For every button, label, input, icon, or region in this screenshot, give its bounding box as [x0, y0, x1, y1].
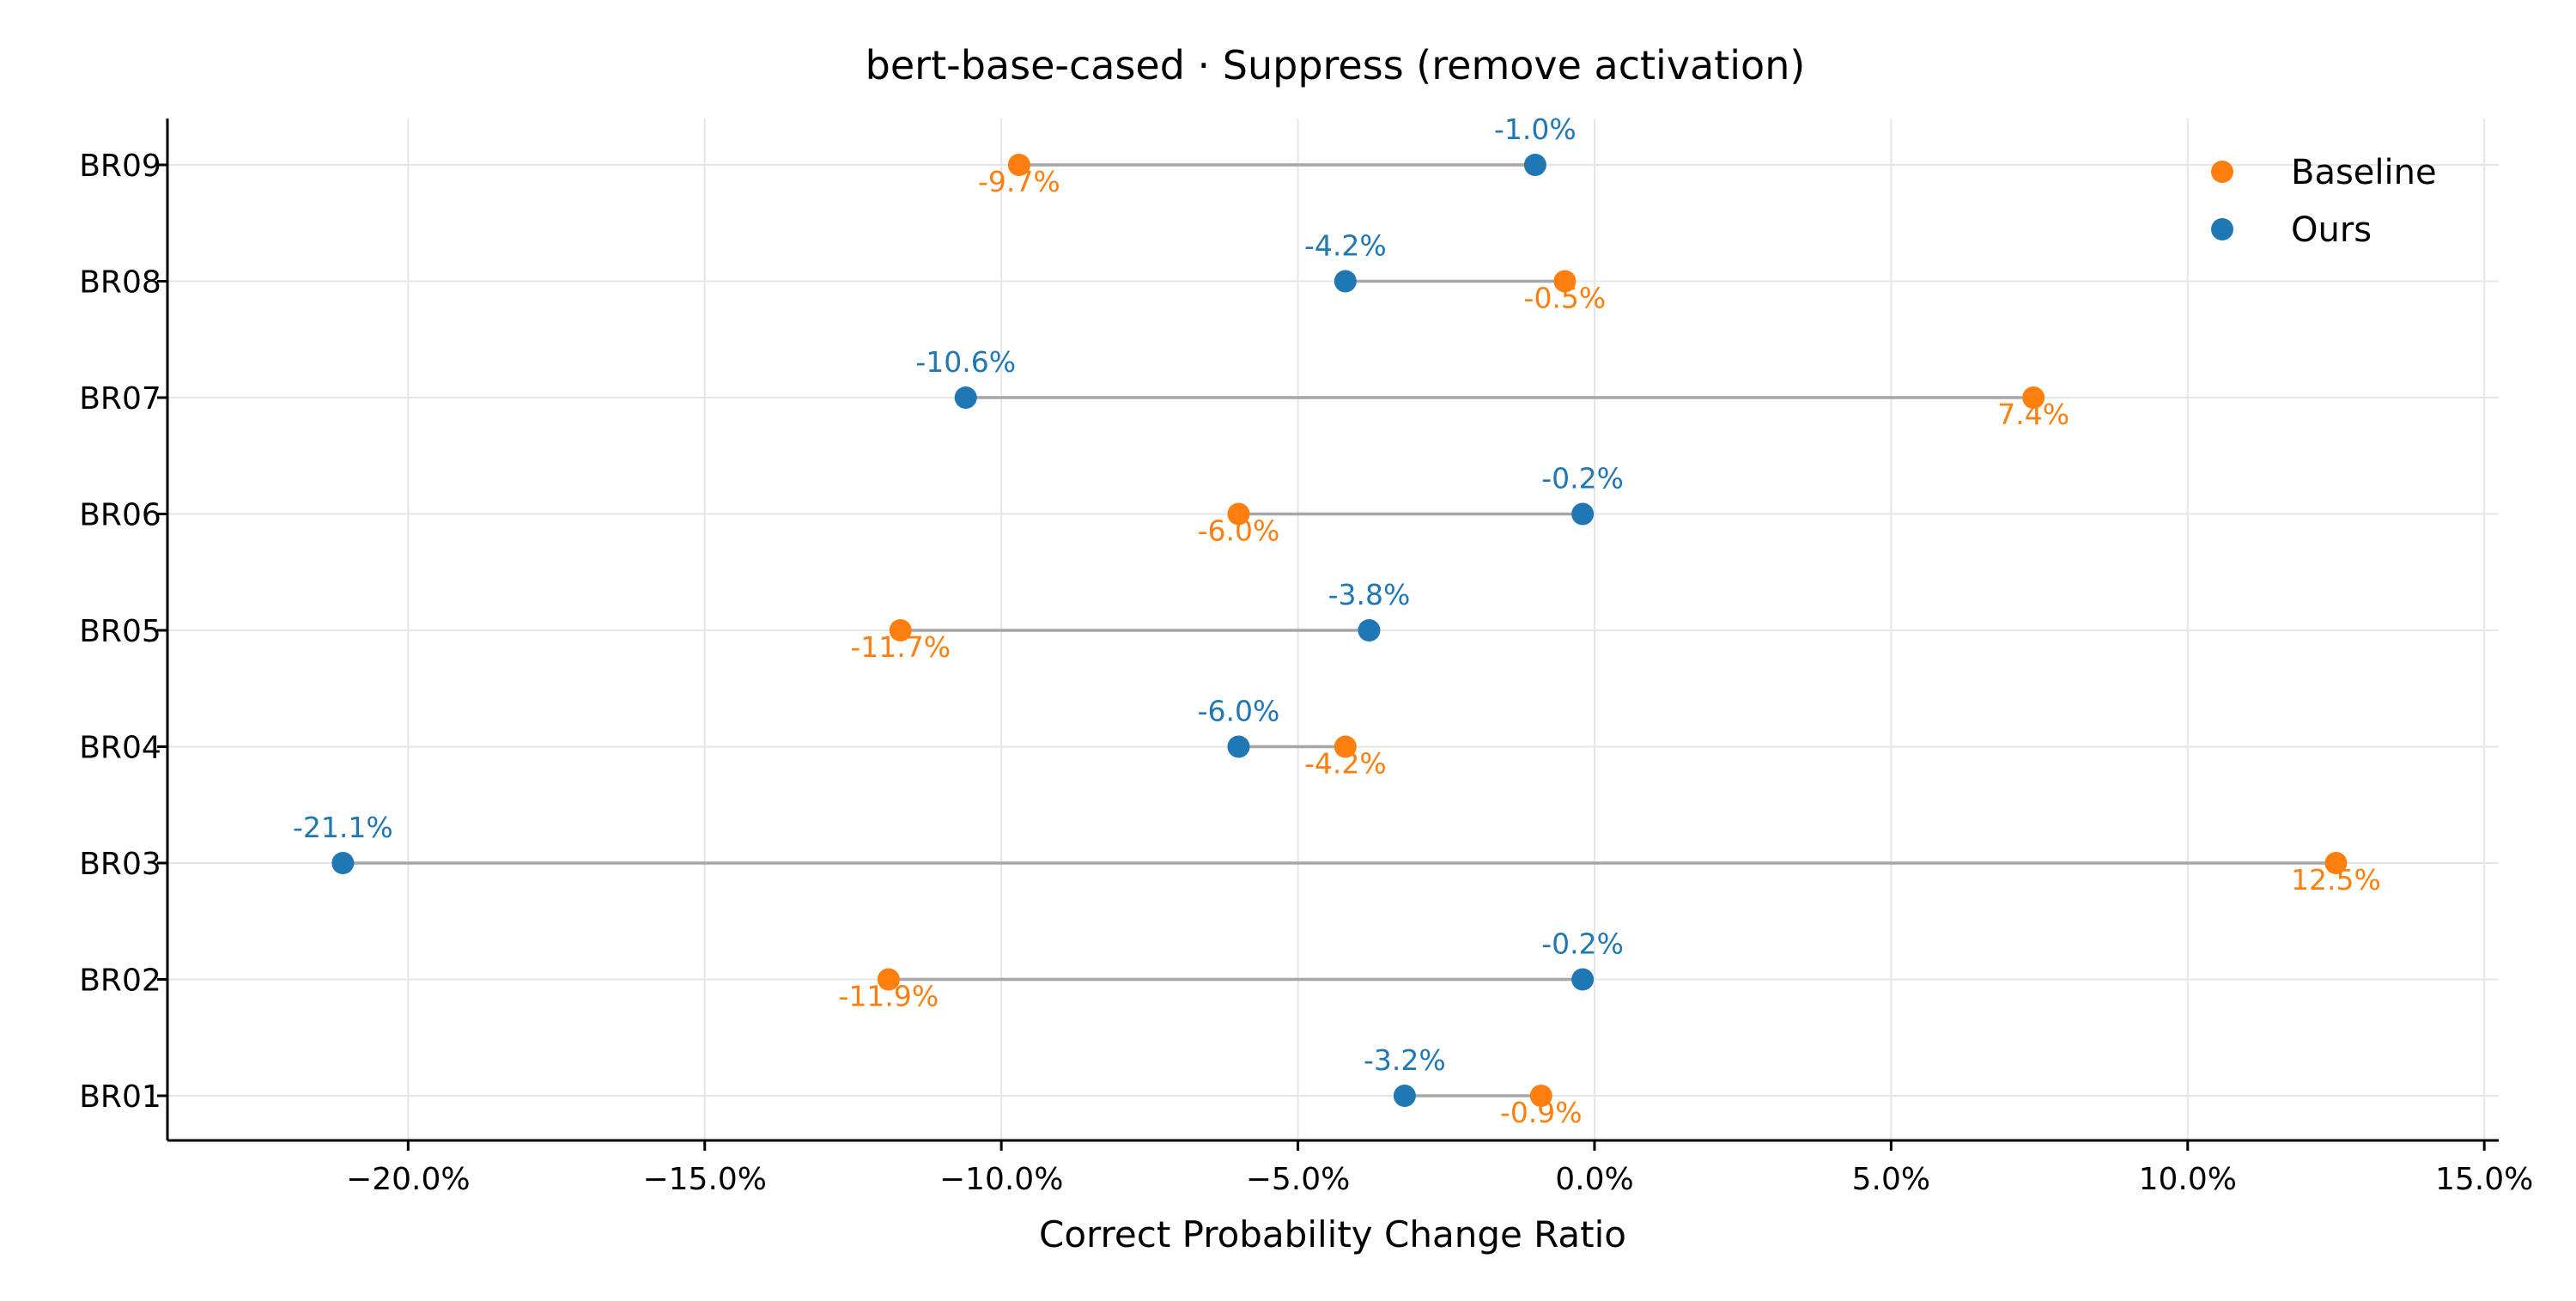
- y-tick-label: BR01: [79, 1079, 161, 1115]
- x-tick-label: −20.0%: [346, 1162, 471, 1197]
- baseline-data-label: 7.4%: [1997, 398, 2069, 431]
- y-ticks: BR09 BR08 BR07 BR06 BR05 BR04 BR03 BR02 BR01: [79, 149, 167, 1115]
- ours-point: [1571, 502, 1595, 526]
- baseline-data-label: -6.0%: [1198, 514, 1280, 548]
- x-tick-label: −5.0%: [1246, 1162, 1351, 1197]
- ours-point: [1393, 1085, 1416, 1107]
- legend-label-baseline: Baseline: [2291, 153, 2437, 192]
- baseline-data-label: -11.7%: [850, 630, 951, 664]
- ours-data-label: -21.1%: [293, 811, 393, 844]
- legend-label-ours: Ours: [2291, 210, 2372, 250]
- ours-data-label: -6.0%: [1198, 695, 1280, 728]
- baseline-point: [2324, 852, 2348, 874]
- data-labels: -9.7% -1.0% -0.5% -4.2% 7.4% -10.6% -6.0% -0.2%…: [293, 112, 2381, 1129]
- ours-point: [1523, 154, 1546, 176]
- y-tick-label: BR07: [79, 381, 161, 416]
- ours-point: [954, 386, 977, 409]
- baseline-point: [1334, 735, 1357, 758]
- x-tick-label: 15.0%: [2435, 1162, 2533, 1197]
- ours-point: [1227, 735, 1250, 758]
- x-tick-label: −15.0%: [642, 1162, 767, 1197]
- baseline-point: [2022, 386, 2045, 409]
- legend: Baseline Ours: [2211, 153, 2437, 250]
- baseline-data-label: -9.7%: [978, 165, 1060, 198]
- ours-point: [331, 852, 355, 874]
- ours-data-label: -1.0%: [1494, 112, 1577, 146]
- ours-data-label: -4.2%: [1304, 229, 1387, 263]
- connector-lines: [343, 163, 2336, 1097]
- y-tick-label: BR06: [79, 498, 161, 533]
- y-tick-label: BR02: [79, 964, 161, 999]
- ours-data-label: -0.2%: [1541, 462, 1624, 495]
- y-tick-label: BR03: [79, 847, 161, 882]
- y-tick-label: BR09: [79, 149, 161, 184]
- ours-data-label: -10.6%: [915, 345, 1016, 379]
- baseline-point: [1227, 502, 1250, 526]
- ours-data-label: -3.8%: [1328, 578, 1411, 611]
- ours-point: [1358, 619, 1381, 641]
- baseline-data-label: -11.9%: [839, 980, 939, 1013]
- baseline-point: [889, 619, 912, 641]
- ours-data-label: -3.2%: [1364, 1043, 1446, 1077]
- baseline-point: [1007, 154, 1030, 176]
- legend-marker-ours: [2211, 218, 2233, 240]
- baseline-data-label: -0.9%: [1500, 1096, 1583, 1129]
- baseline-data-label: -4.2%: [1304, 747, 1387, 781]
- y-tick-label: BR08: [79, 265, 161, 301]
- y-tick-label: BR04: [79, 731, 161, 766]
- ours-point: [1571, 968, 1595, 991]
- x-ticks: −20.0% −15.0% −10.0% −5.0% 0.0% 5.0% 10.0% 15.0…: [346, 1140, 2533, 1197]
- ours-point: [1334, 270, 1357, 293]
- baseline-point: [1553, 270, 1577, 293]
- x-tick-label: 5.0%: [1852, 1162, 1930, 1197]
- y-tick-label: BR05: [79, 614, 161, 649]
- chart-title: bert-base-cased · Suppress (remove activ…: [866, 42, 1806, 88]
- baseline-data-label: 12.5%: [2291, 863, 2381, 897]
- x-tick-label: 10.0%: [2139, 1162, 2237, 1197]
- ours-data-label: -0.2%: [1541, 927, 1624, 961]
- legend-marker-baseline: [2211, 161, 2233, 183]
- x-axis-label: Correct Probability Change Ratio: [1039, 1213, 1626, 1255]
- x-tick-label: −10.0%: [939, 1162, 1064, 1197]
- baseline-point: [877, 968, 900, 991]
- data-points: [331, 154, 2348, 1107]
- baseline-data-label: -0.5%: [1524, 282, 1607, 315]
- baseline-point: [1529, 1085, 1552, 1107]
- x-tick-label: 0.0%: [1555, 1162, 1633, 1197]
